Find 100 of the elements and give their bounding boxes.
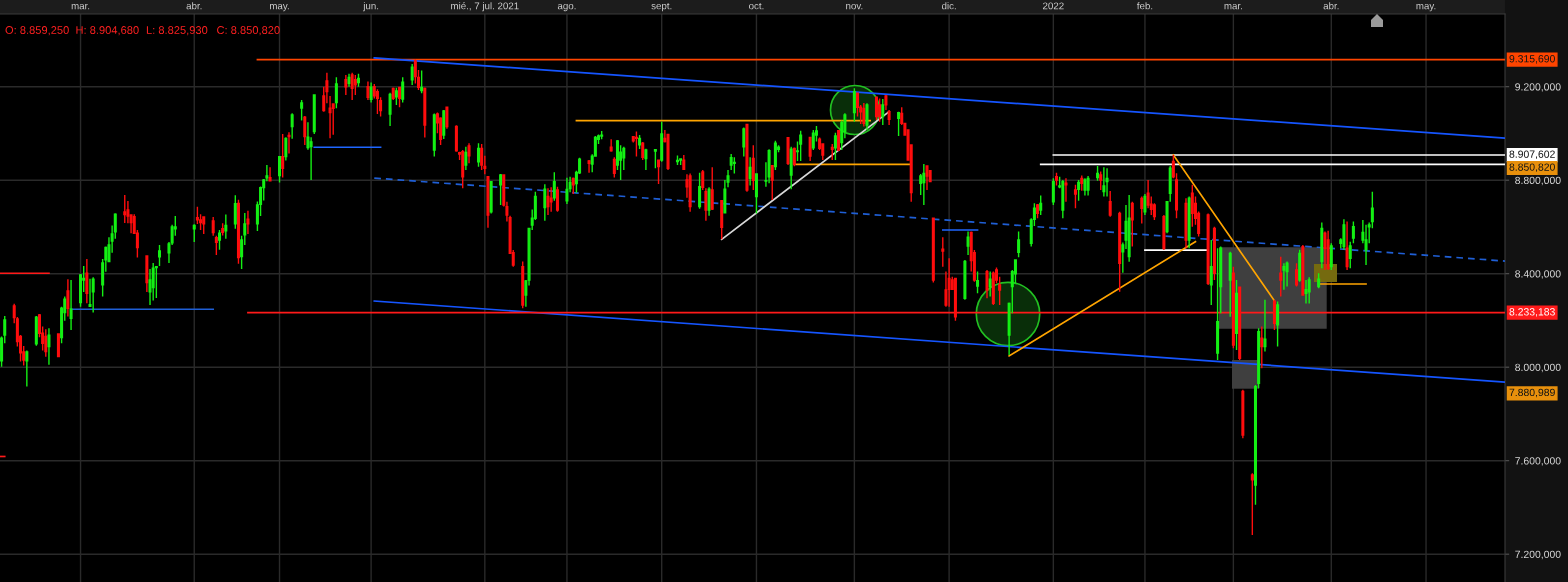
candlestick [290, 112, 294, 140]
candlestick [619, 144, 623, 181]
candlestick [931, 216, 935, 284]
candlestick [499, 173, 503, 206]
annotation: L: 8.825,930 [146, 26, 208, 36]
candlestick [1241, 389, 1245, 439]
candlestick [464, 146, 468, 171]
candlestick [454, 124, 458, 153]
candlestick [1285, 260, 1289, 288]
candlestick [675, 154, 680, 166]
candlestick [214, 235, 218, 256]
candlestick [461, 149, 465, 190]
candlestick [767, 148, 771, 184]
candlestick [1190, 184, 1194, 228]
candlestick [268, 166, 272, 182]
annotation: O: 8.859,250 [5, 26, 69, 36]
candlestick [300, 99, 304, 122]
x-tick-label: oct. [749, 2, 764, 10]
candlestick [202, 216, 206, 235]
candlestick [1083, 177, 1087, 197]
x-tick-label: abr. [186, 2, 202, 10]
candlestick [552, 171, 556, 202]
candlestick [1231, 265, 1235, 349]
candlestick [704, 187, 708, 222]
candlestick [1348, 240, 1352, 270]
candlestick [600, 130, 604, 140]
candlestick [666, 133, 670, 171]
series-label: 8.907,602 [1509, 150, 1555, 160]
candlestick [657, 158, 661, 185]
candlestick [587, 159, 591, 174]
candlestick [521, 260, 525, 309]
candlestick [123, 194, 127, 224]
candlestick [634, 130, 638, 158]
candlestick [69, 279, 73, 331]
candlestick [233, 194, 237, 230]
candlestick [701, 169, 705, 191]
candlestick [88, 278, 92, 308]
candlestick [1064, 177, 1068, 203]
candlestick [401, 76, 405, 104]
x-tick-label: mar. [71, 3, 90, 10]
candlestick [922, 163, 926, 206]
candlestick [1320, 221, 1324, 270]
candlestick [1102, 166, 1106, 198]
candlestick [1209, 239, 1213, 306]
x-tick-label: may. [1416, 3, 1436, 12]
candlestick [660, 121, 664, 163]
candlestick [941, 236, 945, 268]
candlestick [682, 154, 686, 171]
candlestick [1228, 251, 1232, 318]
candlestick [555, 186, 559, 213]
candlestick [976, 270, 980, 295]
candlestick [688, 172, 692, 213]
candlestick [394, 86, 398, 106]
candlestick [281, 133, 285, 179]
candlestick [897, 111, 901, 137]
candlestick [157, 244, 162, 267]
candlestick [236, 199, 240, 265]
candlestick [653, 148, 657, 169]
x-tick-label: mié., 7 jul. 2021 [451, 2, 519, 12]
x-tick-label: sept. [651, 2, 672, 12]
candlestick [1364, 224, 1368, 266]
candlestick [1130, 201, 1134, 248]
candlestick [988, 270, 992, 298]
candlestick [356, 73, 360, 88]
candlestick [211, 216, 215, 237]
candlestick [729, 153, 733, 171]
candlestick [246, 210, 250, 235]
candlestick [707, 186, 711, 217]
candlestick [808, 136, 812, 162]
candlestick [1017, 230, 1021, 259]
x-tick-label: ago. [557, 3, 576, 12]
candlestick [748, 156, 752, 187]
candlestick [773, 139, 777, 171]
candlestick [1140, 195, 1144, 225]
candlestick [638, 134, 642, 150]
candlestick [1216, 247, 1220, 361]
candlestick [278, 155, 282, 184]
candlestick [925, 165, 929, 191]
candlestick [789, 146, 793, 191]
candlestick [1238, 285, 1242, 361]
candlestick [565, 177, 569, 205]
candlestick [334, 76, 338, 109]
candlestick [439, 116, 443, 146]
x-tick-label: nov. [846, 3, 863, 10]
candlestick [792, 146, 796, 167]
x-tick-label: mar. [1224, 3, 1242, 10]
candlestick [391, 86, 395, 101]
series-label: 8.233,183 [1509, 308, 1555, 317]
candlestick [1108, 190, 1112, 218]
candlestick [284, 136, 288, 162]
candlestick [1096, 165, 1100, 182]
candlestick [432, 112, 436, 158]
candlestick [1317, 272, 1321, 289]
candlestick [1127, 194, 1131, 263]
candlestick [1276, 300, 1280, 348]
candlestick [966, 230, 970, 256]
candlestick [543, 183, 547, 222]
candlestick [571, 176, 575, 195]
candlestick [1061, 179, 1065, 219]
candlestick [1073, 184, 1077, 209]
